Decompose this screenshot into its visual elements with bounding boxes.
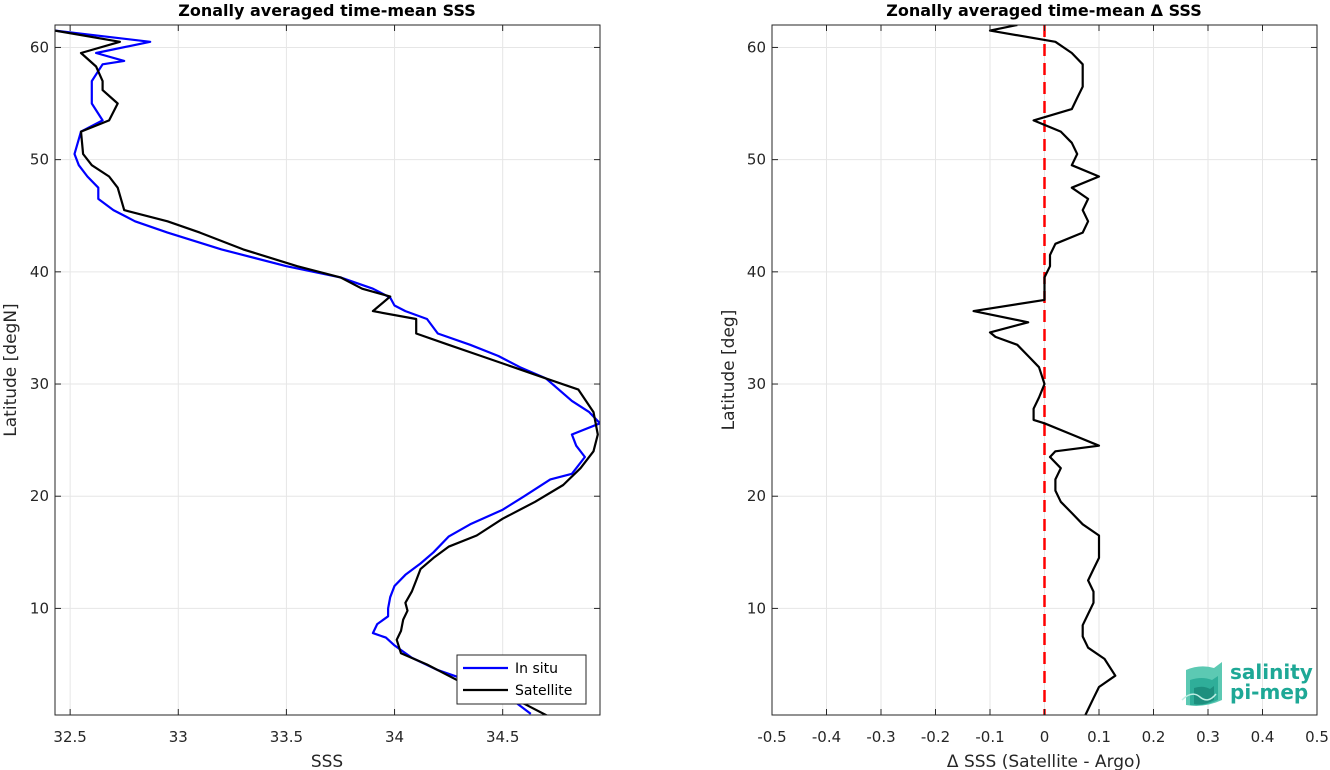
x-tick-label: 34.5 (486, 728, 519, 746)
x-tick-label: -0.3 (866, 728, 895, 746)
x-tick-label: 33.5 (270, 728, 303, 746)
x-tick-label: 0.2 (1142, 728, 1166, 746)
delta-sss-x-label: Δ SSS (Satellite - Argo) (947, 752, 1141, 770)
y-tick-label: 30 (747, 375, 766, 393)
x-tick-label: 0.3 (1196, 728, 1220, 746)
x-tick-label: 0.1 (1087, 728, 1111, 746)
series-line-in-situ (55, 29, 600, 715)
delta-sss-series (972, 25, 1117, 715)
delta-sss-title: Zonally averaged time-mean Δ SSS (886, 1, 1202, 20)
x-tick-label: -0.2 (921, 728, 950, 746)
sss-axes-box (54, 24, 601, 716)
series-line-satellite (55, 29, 599, 715)
sss-ticks: 32.5 33 33.5 34 34.5 10 20 30 40 50 60 (30, 25, 600, 746)
y-tick-label: 40 (30, 263, 49, 281)
x-tick-label: 0 (1040, 728, 1050, 746)
x-tick-label: 33 (169, 728, 188, 746)
sss-plot-area (55, 25, 600, 715)
series-line-delta (972, 25, 1117, 715)
y-tick-label: 60 (30, 38, 49, 56)
legend-label-in-situ: In situ (515, 661, 558, 677)
salinity-pi-mep-logo: salinity pi-mep (1181, 660, 1313, 706)
y-tick-label: 10 (747, 599, 766, 617)
delta-sss-y-label: Latitude [deg] (719, 310, 739, 431)
delta-sss-panel: -0.5 -0.4 -0.3 -0.2 -0.1 0 0.1 0.2 0.3 0.4 0.5 10 20… (719, 1, 1329, 770)
x-tick-label: 0.5 (1305, 728, 1329, 746)
y-tick-label: 20 (30, 487, 49, 505)
logo-text-pi-mep: pi-mep (1230, 680, 1308, 704)
legend-box (456, 654, 587, 705)
y-tick-label: 20 (747, 487, 766, 505)
y-tick-label: 50 (30, 151, 49, 169)
sss-grid (55, 25, 600, 715)
x-tick-label: 34 (385, 728, 404, 746)
x-tick-label: -0.5 (757, 728, 786, 746)
sss-y-label: Latitude [degN] (1, 303, 21, 436)
x-tick-label: 0.4 (1251, 728, 1275, 746)
x-tick-label: -0.4 (812, 728, 841, 746)
sss-x-label: SSS (311, 752, 343, 770)
logo-wave-icon (1181, 662, 1222, 706)
y-tick-label: 30 (30, 375, 49, 393)
x-tick-label: -0.1 (975, 728, 1004, 746)
logo-text-salinity: salinity (1230, 660, 1313, 684)
delta-sss-ticks: -0.5 -0.4 -0.3 -0.2 -0.1 0 0.1 0.2 0.3 0.4 0.5 10 20… (747, 25, 1329, 746)
y-tick-label: 60 (747, 38, 766, 56)
sss-legend: In situ Satellite (456, 654, 587, 705)
y-tick-label: 10 (30, 599, 49, 617)
sss-panel: 32.5 33 33.5 34 34.5 10 20 30 40 50 60 Zonally ave… (1, 1, 601, 770)
legend-label-satellite: Satellite (515, 683, 572, 699)
sss-series (55, 29, 600, 715)
x-tick-label: 32.5 (53, 728, 86, 746)
sss-title: Zonally averaged time-mean SSS (178, 1, 476, 20)
y-tick-label: 40 (747, 263, 766, 281)
y-tick-label: 50 (747, 151, 766, 169)
